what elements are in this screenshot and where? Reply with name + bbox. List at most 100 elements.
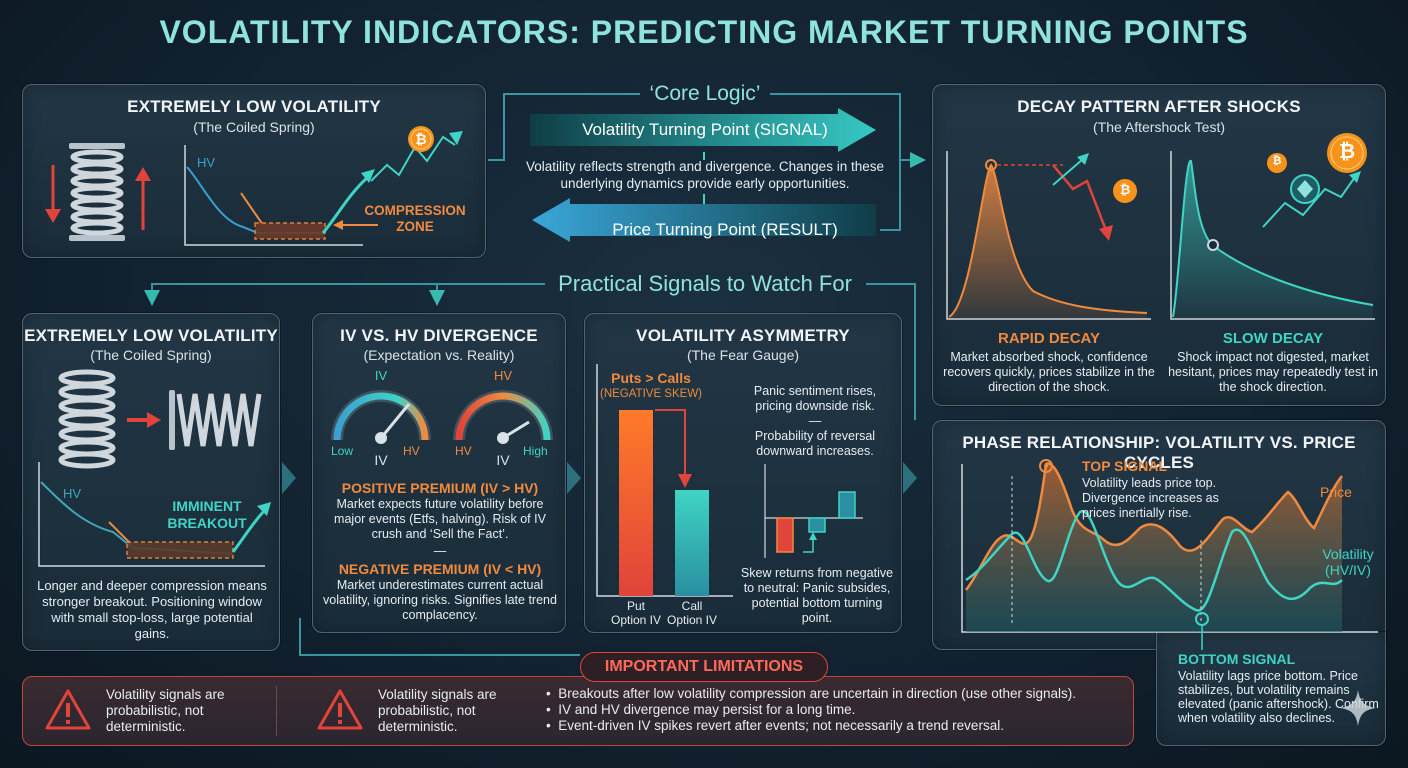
shock-peak-marker [985,159,997,171]
volatility-label: Volatility (HV/IV) [1322,546,1374,578]
skew-chart [596,364,863,597]
low2-subtitle: (The Coiled Spring) [90,347,212,363]
page-title: VOLATILITY INDICATORS: PREDICTING MARKET… [159,14,1249,50]
warning-icon-2 [317,689,363,730]
decay-charts [946,133,1375,320]
limitations-title: IMPORTANT LIMITATIONS [580,652,828,682]
asym-dash: — [808,414,822,428]
bottom-signal-box [1156,632,1386,746]
imminent-breakout-label: IMMINENT BREAKOUT [167,498,247,531]
negative-premium-title: NEGATIVE PREMIUM (IV < HV) [338,561,542,577]
bottom-signal-text: Volatility lags price bottom. Price stab… [1178,669,1379,725]
positive-premium-title: POSITIVE PREMIUM (IV > HV) [341,480,539,496]
compression-zone-label: COMPRESSION ZONE [364,203,466,234]
extended-spring-icon [169,390,262,450]
decay-subtitle: (The Aftershock Test) [1092,119,1225,135]
limitations-panel [22,676,1134,746]
price-line [965,462,1343,591]
put-option-label: Put Option IV [610,599,662,627]
slow-decay-text: Shock impact not digested, market hesita… [1168,350,1378,394]
gauge1-top: IV [374,368,388,383]
practical-signals-heading: Practical Signals to Watch For [558,271,852,296]
hv-label-2: HV [63,486,82,501]
bitcoin-icon-small-1 [1113,179,1137,203]
compression-zone-box [254,222,326,240]
asym-text2: Probability of reversal downward increas… [754,429,876,458]
top-low-title: EXTREMELY LOW VOLATILITY [127,97,381,116]
call-option-label: Call Option IV [666,599,718,627]
gauge2-top: HV [493,368,513,383]
gauge2-low: HV [455,444,472,458]
rapid-decay-title: RAPID DECAY [998,330,1100,347]
ivhv-title: IV VS. HV DIVERGENCE [340,326,538,345]
signal-arrow [530,108,876,152]
sparkle-icon [1340,690,1376,726]
phase-chart [961,459,1378,650]
negative-premium-text: Market underestimates current actual vol… [323,578,557,622]
negative-skew-label: (NEGATIVE SKEW) [599,388,703,400]
top-low-subtitle: (The Coiled Spring) [193,119,315,135]
low2-title: EXTREMELY LOW VOLATILITY [24,326,278,345]
asym-title: VOLATILITY ASYMMETRY [636,326,850,345]
positive-premium-text: Market expects future volatility before … [334,497,546,541]
bitcoin-symbol-2: ₿ [1272,155,1282,167]
gauge-iv-icon [331,390,431,444]
puts-calls-label: Puts > Calls [611,370,691,386]
gauge1-high: HV [403,444,420,458]
phase-title: PHASE RELATIONSHIP: VOLATILITY VS. PRICE… [962,433,1356,472]
limitation-bullet: • Event-driven IV spikes revert after ev… [546,718,1004,733]
gauge1-low: Low [331,444,354,458]
asym-subtitle: (The Fear Gauge) [686,347,800,363]
rapid-decay-text: Market absorbed shock, confidence recove… [943,350,1155,394]
core-logic-text: Volatility reflects strength and diverge… [526,159,884,191]
divider: — [433,544,447,558]
crypto-token-icon [1290,174,1320,204]
decay-pattern-panel: DECAY PATTERN AFTER SHOCKS (The Aftersho… [932,84,1386,406]
price-volatility-area [966,463,1342,632]
top-signal-text: Volatility leads price top. Divergence i… [1082,476,1219,520]
asym-text3: Skew returns from negative to neutral: P… [740,566,894,625]
right-arrow-icon [127,412,161,428]
low2-text: Longer and deeper compression means stro… [37,578,267,641]
gauge2-high: High [523,444,548,458]
put-iv-bar [619,410,653,596]
price-label: Price [1320,484,1352,500]
skew-bar-2 [808,517,826,533]
up-arrow-icon [135,167,151,230]
volatility-line [965,510,1343,612]
core-logic-label: ‘Core Logic’ [649,82,761,105]
asym-text1: Panic sentiment rises, pricing downside … [753,384,877,413]
top-low-volatility-panel: EXTREMELY LOW VOLATILITY (The Coiled Spr… [22,84,486,258]
top-signal-title: TOP SIGNAL [1082,458,1168,474]
bitcoin-symbol-3: ₿ [1338,141,1356,163]
skew-bar-3 [838,491,856,519]
bitcoin-icon [408,126,434,152]
call-iv-bar [675,490,709,596]
limitation-divider [276,686,277,736]
top-signal-marker [1039,459,1053,473]
bitcoin-symbol-1: ₿ [1119,182,1131,197]
ivhv-subtitle: (Expectation vs. Reality) [363,347,515,363]
result-arrow [532,198,876,242]
down-arrow-icon [45,165,61,223]
hv-label: HV [197,155,216,170]
decay-title: DECAY PATTERN AFTER SHOCKS [1017,97,1301,116]
limitation-bullet: • IV and HV divergence may persist for a… [546,702,856,717]
limitation-item-2: Volatility signals are probabilistic, no… [378,687,497,734]
slow-decay-marker [1207,239,1219,251]
gauge1-mid: IV [374,452,388,468]
core-logic-arrows [530,108,876,242]
rapid-decay-area [949,165,1147,319]
bitcoin-icon-small-2 [1267,153,1287,173]
limitation-bullets: • Breakouts after low volatility compres… [546,686,1130,734]
gauges [331,390,553,444]
gauge-hv-icon [453,390,553,444]
compressed-spring-icon [58,369,116,469]
iv-hv-divergence-panel: IV VS. HV DIVERGENCE (Expectation vs. Re… [312,313,566,633]
gauge2-mid: IV [496,452,510,468]
bitcoin-icon-large [1327,133,1367,173]
compression-box [126,541,234,559]
bitcoin-symbol: ₿ [415,131,427,147]
result-label: Price Turning Point (RESULT) [612,220,838,239]
